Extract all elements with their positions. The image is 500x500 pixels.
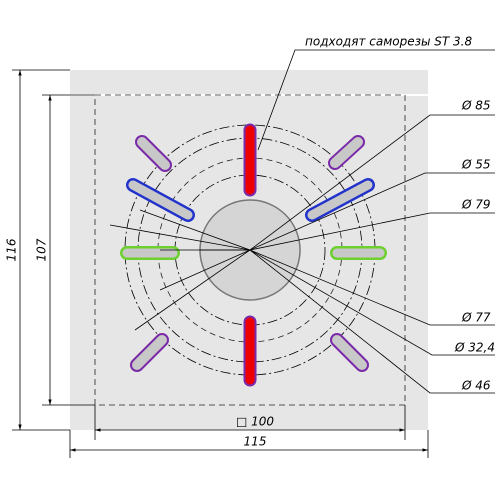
diameter-label: Ø 46: [461, 379, 491, 393]
leaders: [109, 49, 495, 394]
diameter-label: Ø 32,4: [454, 341, 495, 355]
diameter-label: Ø 79: [461, 198, 491, 212]
note: подходят саморезы ST 3.8: [305, 35, 472, 49]
diameter-label: Ø 85: [461, 99, 491, 113]
dimension-label: 115: [244, 435, 267, 449]
dimension-label: 116: [5, 238, 19, 261]
dimensions: [12, 69, 429, 458]
diameter-label: Ø 55: [461, 158, 491, 172]
dimension-label: □ 100: [236, 415, 274, 429]
inner-square: [94, 94, 406, 406]
diameter-label: Ø 77: [461, 311, 491, 325]
slots: [120, 123, 387, 387]
dimension-label: 107: [35, 238, 49, 261]
